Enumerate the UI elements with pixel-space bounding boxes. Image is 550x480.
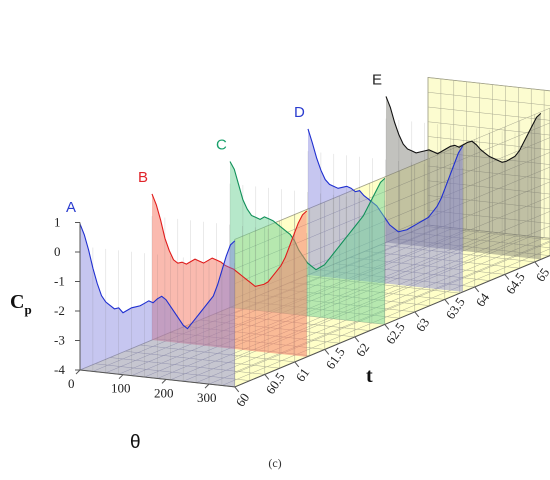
- theta-tick-label: 0: [68, 376, 75, 391]
- t-tick-label: 62: [353, 340, 373, 359]
- t-tick-mark: [234, 386, 240, 393]
- cp-tick-label: -3: [54, 333, 65, 348]
- cp-tick-label: 1: [54, 215, 61, 230]
- theta-tick-label: 300: [197, 390, 217, 405]
- series-label-D: D: [294, 104, 305, 121]
- series-label-B: B: [138, 169, 148, 186]
- series-fill-A: [80, 223, 235, 387]
- theta-tick-mark: [118, 374, 124, 380]
- grid-line: [221, 248, 550, 386]
- t-tick-label: 63: [413, 315, 433, 334]
- chart-series: E D C B A: [66, 71, 542, 387]
- series-fill-B: [152, 193, 307, 357]
- series-label-A: A: [66, 199, 76, 216]
- series-line-B: [151, 193, 308, 287]
- theta-tick-mark: [75, 369, 81, 375]
- series-line-A: [79, 223, 236, 330]
- t-tick-label: 65: [533, 265, 550, 284]
- series-label-C: C: [216, 136, 227, 153]
- t-tick-mark: [504, 274, 510, 280]
- figure-caption: (c): [268, 456, 282, 470]
- t-tick-mark: [354, 336, 360, 343]
- t-axis-line: [234, 255, 550, 388]
- t-tick-mark: [384, 324, 390, 330]
- theta-tick-mark: [204, 383, 210, 389]
- t-tick-label: 64: [473, 290, 493, 310]
- t-tick-mark: [474, 286, 480, 293]
- theta-tick-label: 100: [111, 381, 131, 396]
- cp-tick-label: -2: [54, 303, 65, 318]
- t-tick-label: 60: [233, 390, 253, 409]
- theta-tick-mark: [161, 379, 167, 384]
- series-fill-E: [386, 96, 541, 260]
- cp-tick-label: -1: [54, 274, 65, 289]
- t-tick-mark: [294, 361, 300, 368]
- theta-tick-label: 200: [154, 385, 174, 400]
- t-tick-mark: [264, 374, 270, 380]
- t-tick-mark: [414, 311, 420, 318]
- grid-line: [234, 122, 550, 255]
- t-tick-mark: [534, 261, 540, 268]
- cp-tick-label: 0: [54, 244, 61, 259]
- cp-tick-label: -4: [54, 362, 65, 377]
- t-tick-mark: [324, 349, 330, 355]
- t-axis-label: t: [366, 365, 373, 387]
- x-axis-label: θ: [130, 432, 141, 453]
- grid-line: [234, 107, 550, 240]
- series-label-E: E: [372, 71, 382, 88]
- t-tick-label: 61: [293, 365, 313, 384]
- y-axis-label: Cp: [10, 291, 32, 317]
- t-tick-mark: [444, 299, 450, 305]
- series-line-D: [307, 128, 464, 233]
- series-line-C: [229, 161, 386, 271]
- series-line-E: [385, 96, 542, 163]
